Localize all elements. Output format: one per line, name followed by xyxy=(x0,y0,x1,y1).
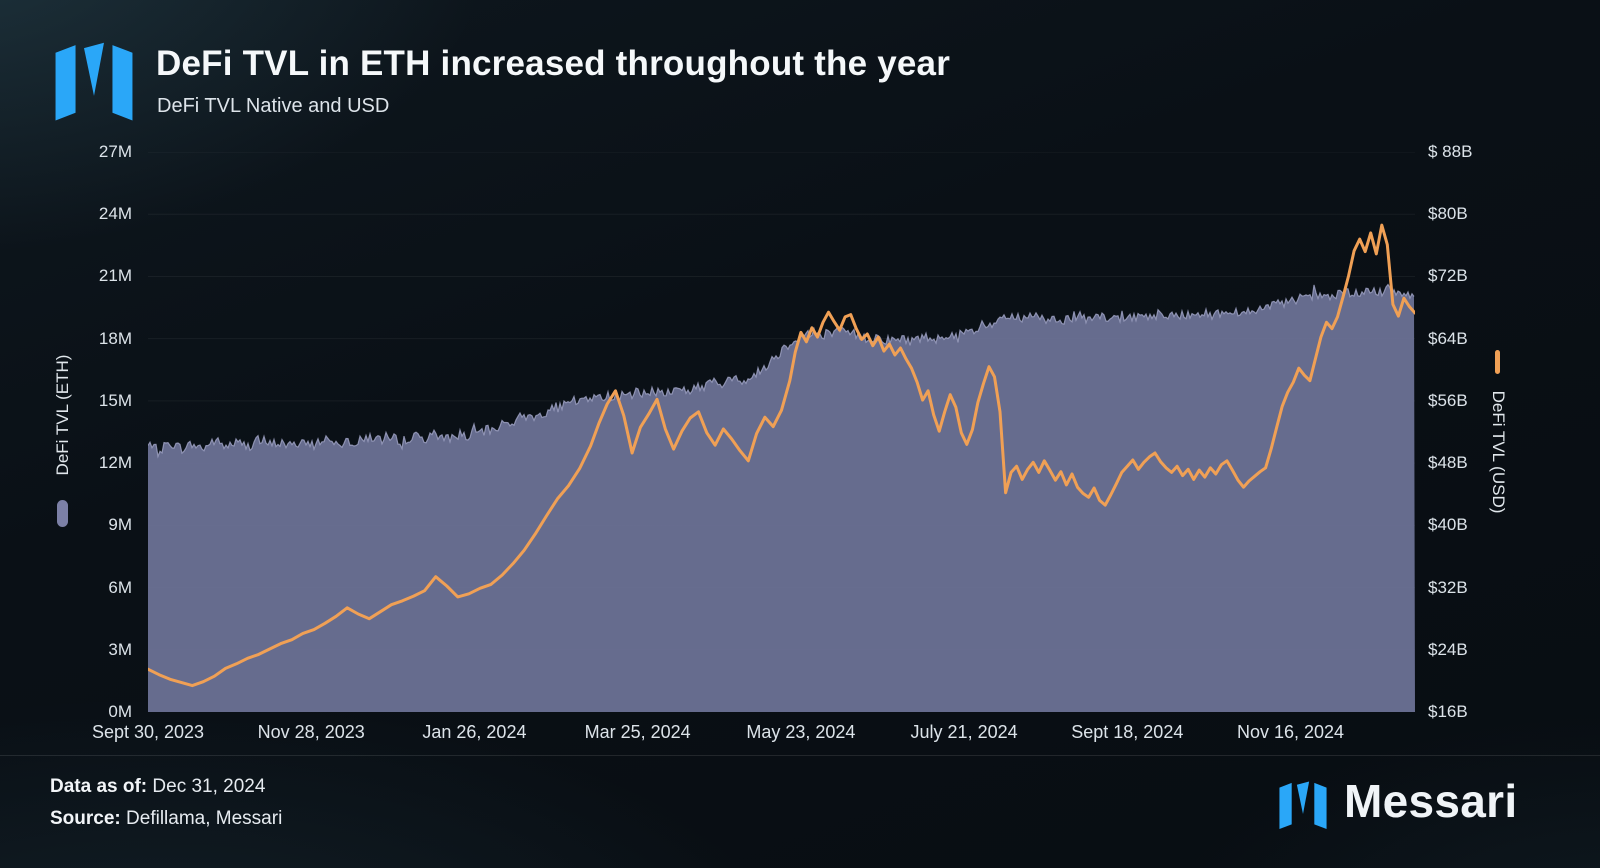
right-tick: $56B xyxy=(1428,390,1468,410)
left-tick: 24M xyxy=(98,204,132,224)
x-tick: May 23, 2024 xyxy=(746,722,856,742)
left-tick: 21M xyxy=(98,266,132,286)
plot-svg xyxy=(148,152,1415,712)
chart-plot-area xyxy=(148,152,1415,712)
x-tick: Sept 18, 2024 xyxy=(1071,722,1184,742)
footer-divider xyxy=(0,755,1600,756)
x-tick: Jan 26, 2024 xyxy=(422,722,527,742)
left-tick: 9M xyxy=(108,515,132,535)
right-tick: $40B xyxy=(1428,515,1468,535)
left-tick: 3M xyxy=(108,639,132,659)
right-tick: $64B xyxy=(1428,328,1468,348)
left-tick: 15M xyxy=(98,390,132,410)
right-tick: $80B xyxy=(1428,204,1468,224)
usd-series-legend-swatch xyxy=(1495,350,1500,374)
right-axis-ticks: $ 88B $80B $72B $64B $56B $48B $40B $32B… xyxy=(1428,142,1518,721)
right-tick: $48B xyxy=(1428,453,1468,473)
data-as-of: Data as of: Dec 31, 2024 xyxy=(50,776,265,798)
x-tick: Nov 16, 2024 xyxy=(1236,722,1345,742)
left-tick: 27M xyxy=(98,142,132,161)
messari-footer-logo-icon xyxy=(1278,781,1328,830)
x-tick: Nov 28, 2023 xyxy=(257,722,365,742)
left-tick: 18M xyxy=(98,328,132,348)
data-as-of-label: Data as of: xyxy=(50,776,148,797)
left-tick: 0M xyxy=(108,702,132,721)
x-tick: July 21, 2024 xyxy=(910,722,1018,742)
messari-wordmark: Messari xyxy=(1344,775,1518,827)
eth-series-legend-swatch xyxy=(57,500,68,527)
x-tick: Mar 25, 2024 xyxy=(584,722,691,742)
left-tick: 12M xyxy=(98,453,132,473)
left-tick: 6M xyxy=(108,577,132,597)
right-tick: $72B xyxy=(1428,266,1468,286)
chart-subtitle: DeFi TVL Native and USD xyxy=(157,95,390,117)
messari-logo-icon xyxy=(52,42,136,122)
source: Source: Defillama, Messari xyxy=(50,808,282,830)
chart-title: DeFi TVL in ETH increased throughout the… xyxy=(156,44,951,83)
right-tick: $32B xyxy=(1428,577,1468,597)
data-as-of-value: Dec 31, 2024 xyxy=(147,776,266,797)
source-value: Defillama, Messari xyxy=(120,808,283,829)
left-axis-ticks: 27M 24M 21M 18M 15M 12M 9M 6M 3M 0M xyxy=(0,142,140,721)
right-tick: $16B xyxy=(1428,702,1468,721)
right-tick: $ 88B xyxy=(1428,142,1473,161)
x-tick: Sept 30, 2023 xyxy=(91,722,205,742)
source-label: Source: xyxy=(50,808,121,829)
x-axis-ticks: Sept 30, 2023 Nov 28, 2023 Jan 26, 2024 … xyxy=(92,722,1415,748)
right-tick: $24B xyxy=(1428,639,1468,659)
